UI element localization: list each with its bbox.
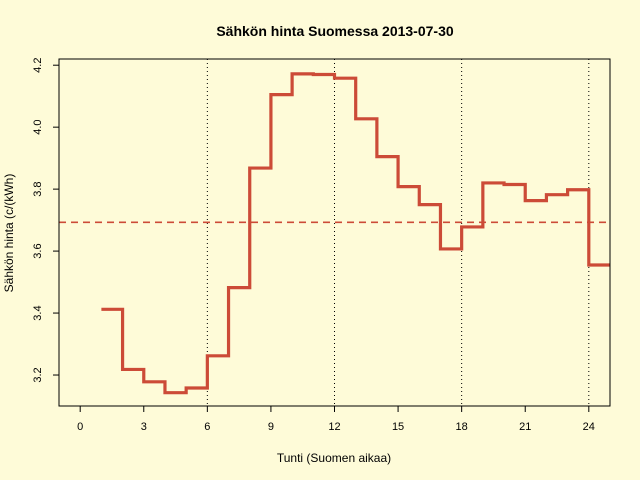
x-tick-label-9: 9 bbox=[268, 421, 274, 433]
x-tick-label-12: 12 bbox=[328, 421, 340, 433]
y-tick-label-3.6: 3.6 bbox=[32, 243, 44, 258]
x-tick-label-3: 3 bbox=[141, 421, 147, 433]
y-tick-label-3.2: 3.2 bbox=[32, 367, 44, 382]
chart-title: Sähkön hinta Suomessa 2013-07-30 bbox=[216, 23, 454, 39]
x-tick-label-6: 6 bbox=[204, 421, 210, 433]
y-tick-label-3.4: 3.4 bbox=[32, 305, 44, 320]
x-tick-label-21: 21 bbox=[519, 421, 531, 433]
x-axis-label: Tunti (Suomen aikaa) bbox=[277, 451, 391, 465]
y-tick-label-4: 4.0 bbox=[32, 120, 44, 135]
plot-area: 0 3 6 9 12 15 18 21 24 3.2 3.4 3.6 3.8 4.0 4.2 bbox=[32, 58, 611, 433]
x-tick-label-15: 15 bbox=[392, 421, 404, 433]
y-tick-label-3.8: 3.8 bbox=[32, 181, 44, 196]
x-tick-label-24: 24 bbox=[583, 421, 595, 433]
x-tick-label-0: 0 bbox=[77, 421, 83, 433]
y-axis-label: Sähkön hinta (c/(kWh) bbox=[2, 174, 16, 293]
price-series-line bbox=[101, 72, 610, 395]
y-tick-label-4.2: 4.2 bbox=[32, 58, 44, 73]
x-tick-label-18: 18 bbox=[456, 421, 468, 433]
